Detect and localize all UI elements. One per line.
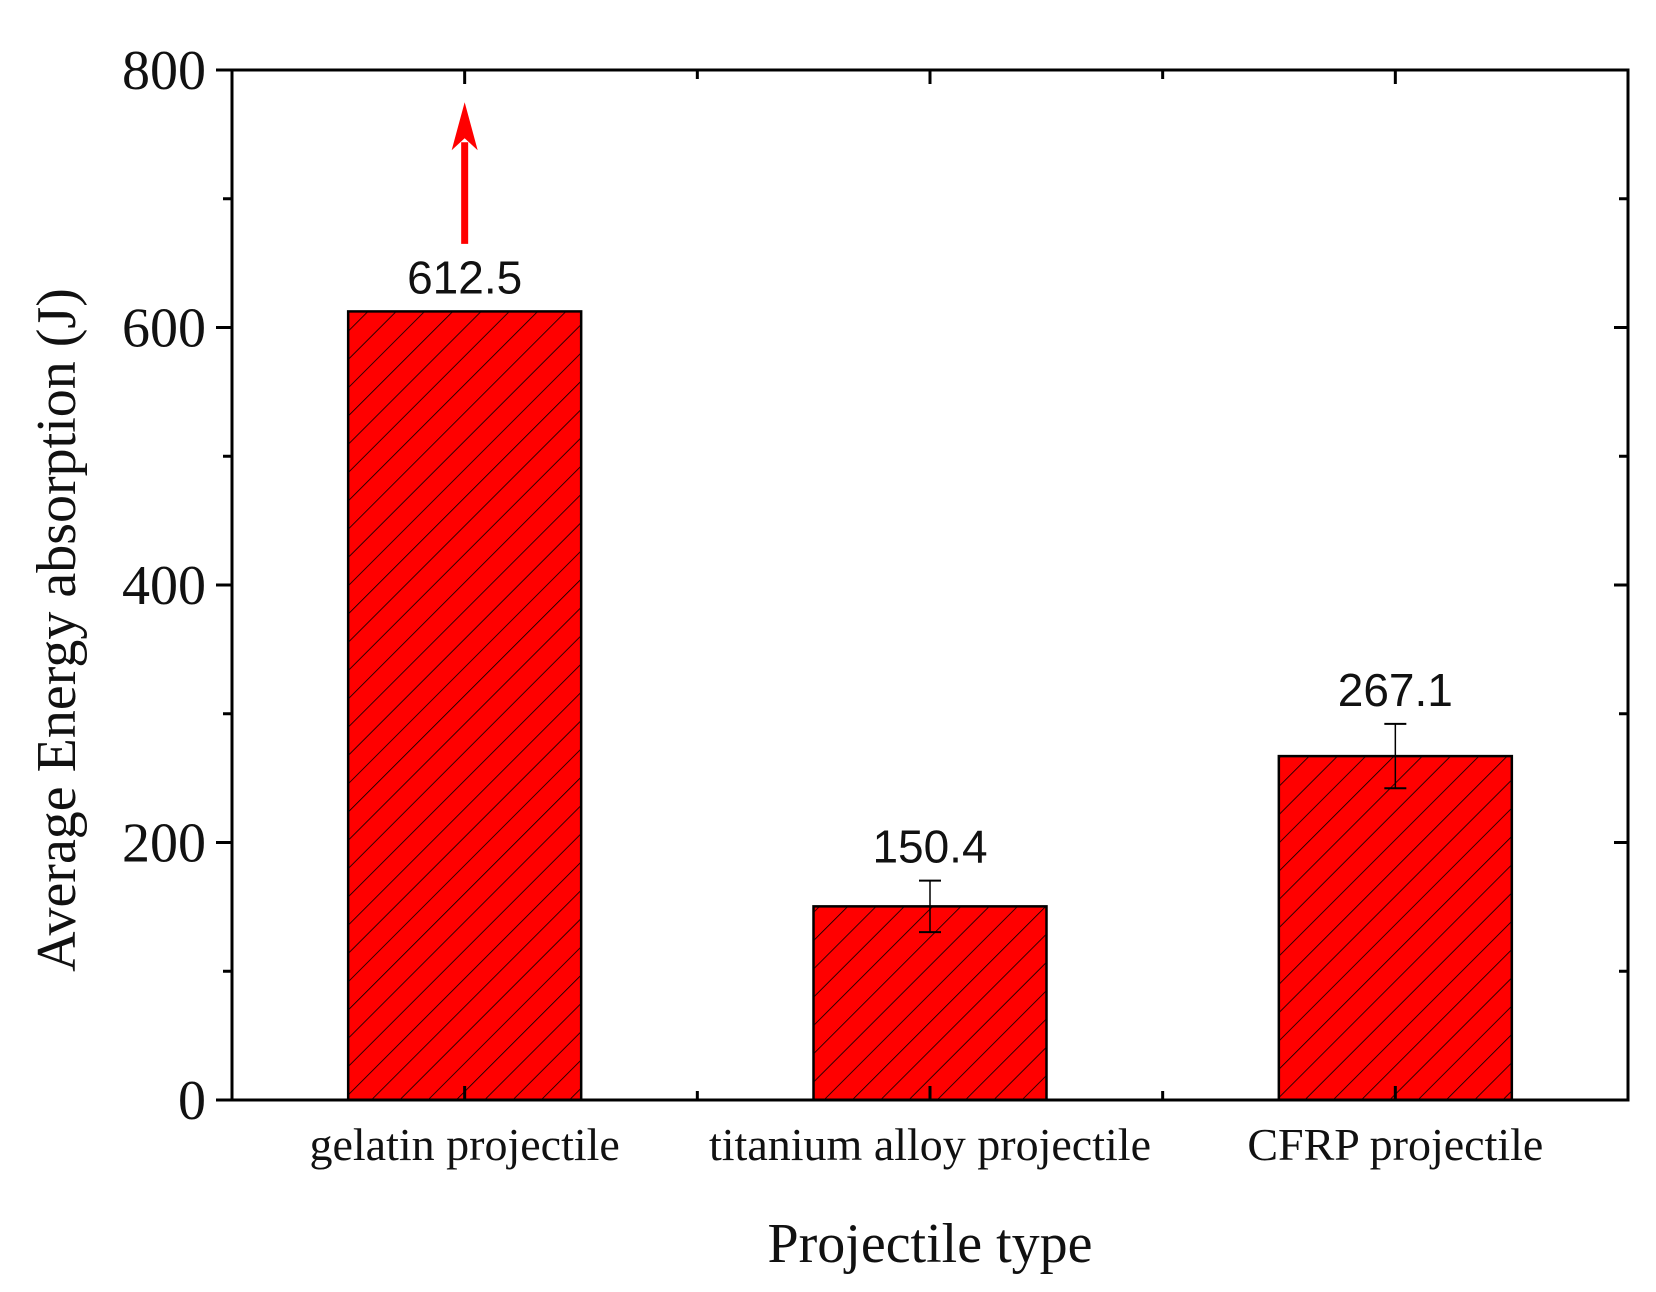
x-tick-label-1: gelatin projectile xyxy=(309,1119,619,1170)
arrow-head xyxy=(451,102,478,151)
data-label-1: 612.5 xyxy=(407,251,522,303)
bar-hatch-1 xyxy=(346,310,583,1102)
y-tick-label-0: 0 xyxy=(178,1070,206,1132)
bar-hatch-3 xyxy=(1277,754,1514,1102)
data-label-3: 267.1 xyxy=(1338,664,1453,716)
y-tick-label-200: 200 xyxy=(122,813,206,875)
x-axis-title: Projectile type xyxy=(767,1213,1092,1275)
y-tick-label-800: 800 xyxy=(122,40,206,102)
data-label-2: 150.4 xyxy=(872,821,987,873)
x-tick-label-3: CFRP projectile xyxy=(1247,1119,1543,1170)
y-axis-title: Average Energy absorption (J) xyxy=(26,288,88,972)
y-tick-label-600: 600 xyxy=(122,298,206,360)
bar-hatch-2 xyxy=(812,905,1048,1102)
x-tick-label-2: titanium alloy projectile xyxy=(709,1119,1151,1170)
y-tick-label-400: 400 xyxy=(122,555,206,617)
